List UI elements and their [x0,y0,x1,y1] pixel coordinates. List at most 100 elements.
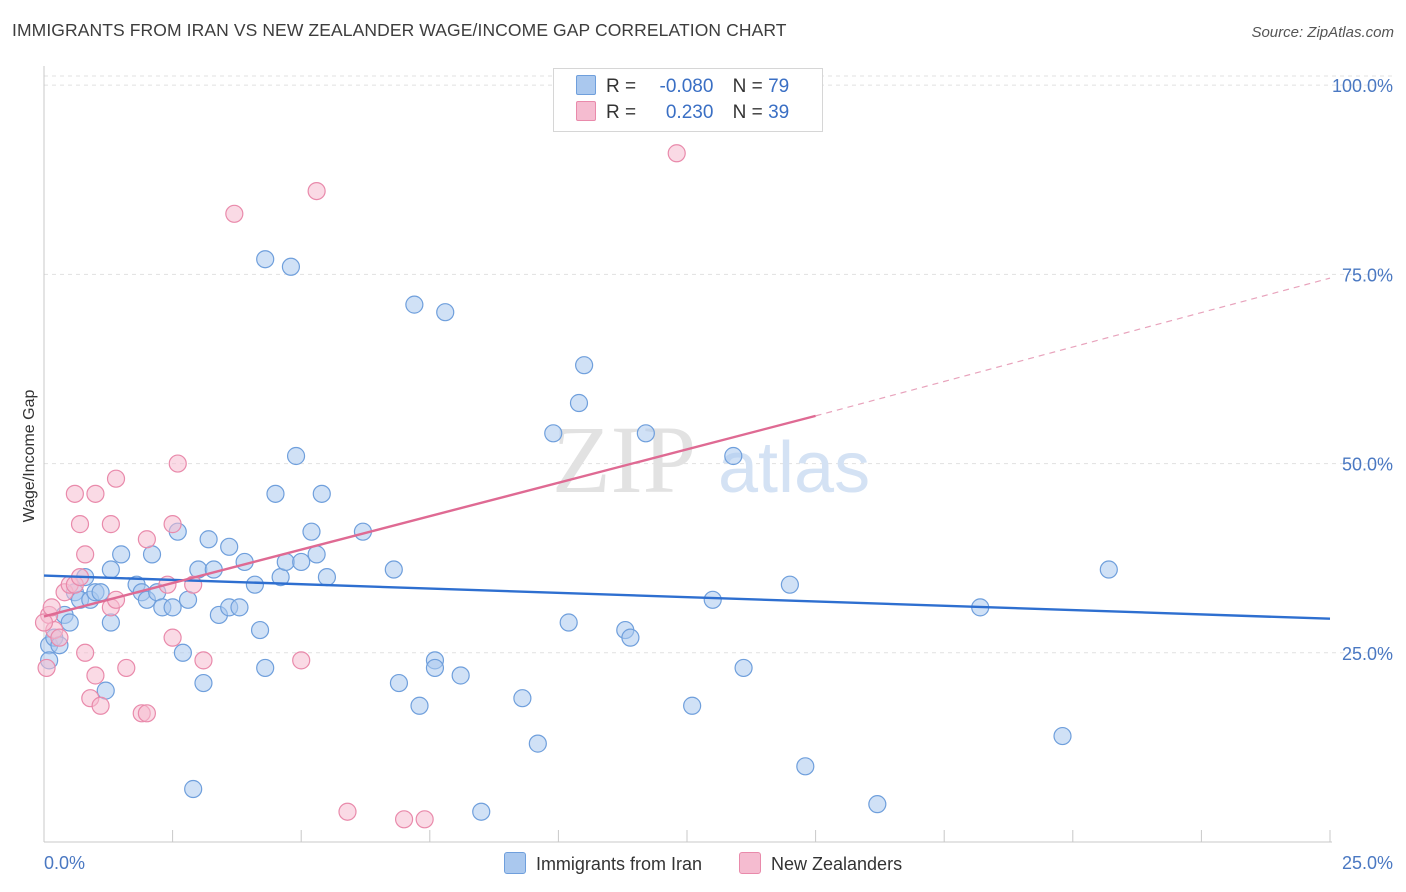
point-iran [286,446,306,466]
trend-line-extension [815,277,1331,417]
point-nz [137,704,156,723]
point-nz [307,181,326,201]
legend-r-label: R = [606,102,637,123]
trend-line [43,574,1331,620]
point-nz [76,545,95,564]
point-nz [225,204,244,223]
point-iran [544,424,563,443]
x-tick-label: 0.0% [44,853,85,873]
point-iran [1099,560,1118,579]
point-nz [42,598,61,617]
point-nz [292,651,311,670]
point-iran [472,802,491,821]
legend-r-value: 0.230 [665,102,714,123]
point-nz [163,628,182,647]
point-nz [65,484,84,503]
legend-n-label: N = [732,76,763,97]
point-iran [513,689,532,708]
point-iran [436,303,455,322]
point-iran [96,681,115,700]
point-iran [91,583,110,602]
watermark-zip: ZIP [552,406,696,513]
point-iran [451,666,470,685]
point-iran [292,552,311,572]
point-iran [142,545,162,564]
legend-n-label: N = [732,102,763,123]
point-iran [1053,726,1072,746]
legend-row-iran: R = -0.080 N = 79 [576,75,789,99]
point-nz [106,469,126,488]
trend-lines [43,277,1331,620]
point-iran [868,795,887,814]
series-legend: Immigrants from Iran New Zealanders [0,852,1406,875]
point-iran [405,295,424,314]
point-iran [173,643,192,662]
point-iran [250,620,270,640]
point-iran [703,590,722,609]
chart-title: IMMIGRANTS FROM IRAN VS NEW ZEALANDER WA… [12,20,787,40]
legend-swatch-iran [576,75,596,95]
legend-r-label: R = [606,76,637,97]
y-tick-label: 100.0% [1332,76,1393,96]
point-iran [425,658,445,678]
point-iran [384,560,403,579]
point-nz [117,658,136,678]
point-iran [194,673,213,693]
point-iran [256,250,275,269]
source-label: Source: ZipAtlas.com [1251,24,1394,41]
point-nz [338,802,357,821]
point-nz [70,515,90,534]
y-tick-label: 25.0% [1342,644,1393,664]
point-iran [204,560,223,579]
axes: 25.0% 50.0% 75.0% 100.0% 0.0% 25.0% [43,66,1393,873]
point-iran [780,575,799,594]
point-nz [50,628,69,647]
series-label-iran: Immigrants from Iran [535,854,702,874]
point-nz [86,666,105,685]
point-iran [683,696,702,715]
watermark: ZIP atlas [552,406,870,513]
point-nz [91,696,110,715]
point-nz [101,515,120,534]
point-nz [86,484,105,503]
point-nz [415,810,434,829]
series-legend-nz[interactable]: New Zealanders [739,852,902,875]
point-iran [230,598,249,617]
legend-n-value: 79 [768,76,790,97]
point-iran [302,522,321,541]
point-iran [163,598,182,617]
point-iran [178,590,198,609]
legend-n-value: 39 [768,102,790,123]
point-iran [101,613,120,632]
series-label-nz: New Zealanders [771,854,903,874]
legend-row-nz: R = 0.230 N = 39 [576,101,789,125]
series-legend-iran[interactable]: Immigrants from Iran [503,852,702,875]
point-iran [101,560,120,579]
point-iran [734,658,753,678]
point-nz [37,658,56,678]
point-nz [76,643,95,662]
y-tick-label: 50.0% [1342,455,1393,475]
legend-r-value: -0.080 [659,76,714,97]
y-tick-label: 75.0% [1342,265,1393,285]
point-iran [184,779,203,799]
data-points [34,144,1118,829]
trend-line [43,414,816,618]
point-nz [194,651,213,670]
y-axis-label: Wage/Income Gap [21,390,38,523]
watermark-atlas: atlas [718,428,870,508]
point-iran [559,613,578,632]
point-iran [636,424,655,443]
point-iran [199,530,218,549]
point-iran [621,628,640,647]
legend-swatch-nz [576,101,596,121]
point-iran [307,545,326,564]
point-nz [667,144,686,163]
point-iran [528,734,547,753]
point-nz [137,530,156,549]
stats-legend: R = -0.080 N = 79 R = 0.230 N = 39 [553,68,823,132]
point-nz [163,515,182,534]
point-iran [724,446,743,466]
point-iran [266,484,285,503]
point-iran [245,575,265,594]
